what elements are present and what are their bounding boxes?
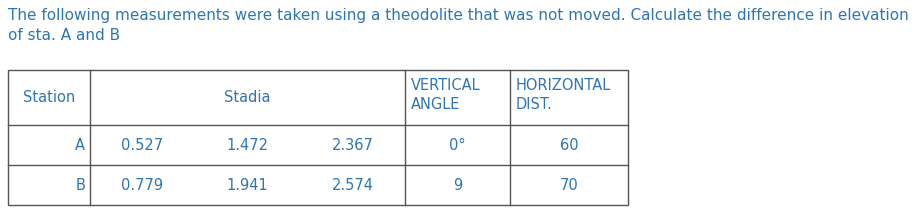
Text: 9: 9 (453, 177, 462, 192)
Text: B: B (75, 177, 85, 192)
Text: The following measurements were taken using a theodolite that was not moved. Cal: The following measurements were taken us… (8, 8, 908, 23)
Text: 60: 60 (560, 137, 578, 152)
Text: Station: Station (23, 90, 75, 105)
Text: 2.574: 2.574 (331, 177, 373, 192)
Text: 0.779: 0.779 (121, 177, 163, 192)
Text: 70: 70 (560, 177, 578, 192)
Text: VERTICAL
ANGLE: VERTICAL ANGLE (411, 78, 480, 112)
Text: 2.367: 2.367 (331, 137, 373, 152)
Text: A: A (75, 137, 85, 152)
Text: 1.941: 1.941 (226, 177, 268, 192)
Text: 0.527: 0.527 (121, 137, 163, 152)
Text: Stadia: Stadia (225, 90, 271, 105)
Text: 0°: 0° (449, 137, 466, 152)
Text: of sta. A and B: of sta. A and B (8, 28, 121, 43)
Bar (8, 70, 628, 205)
Text: HORIZONTAL
DIST.: HORIZONTAL DIST. (516, 78, 611, 112)
Text: 1.472: 1.472 (226, 137, 268, 152)
